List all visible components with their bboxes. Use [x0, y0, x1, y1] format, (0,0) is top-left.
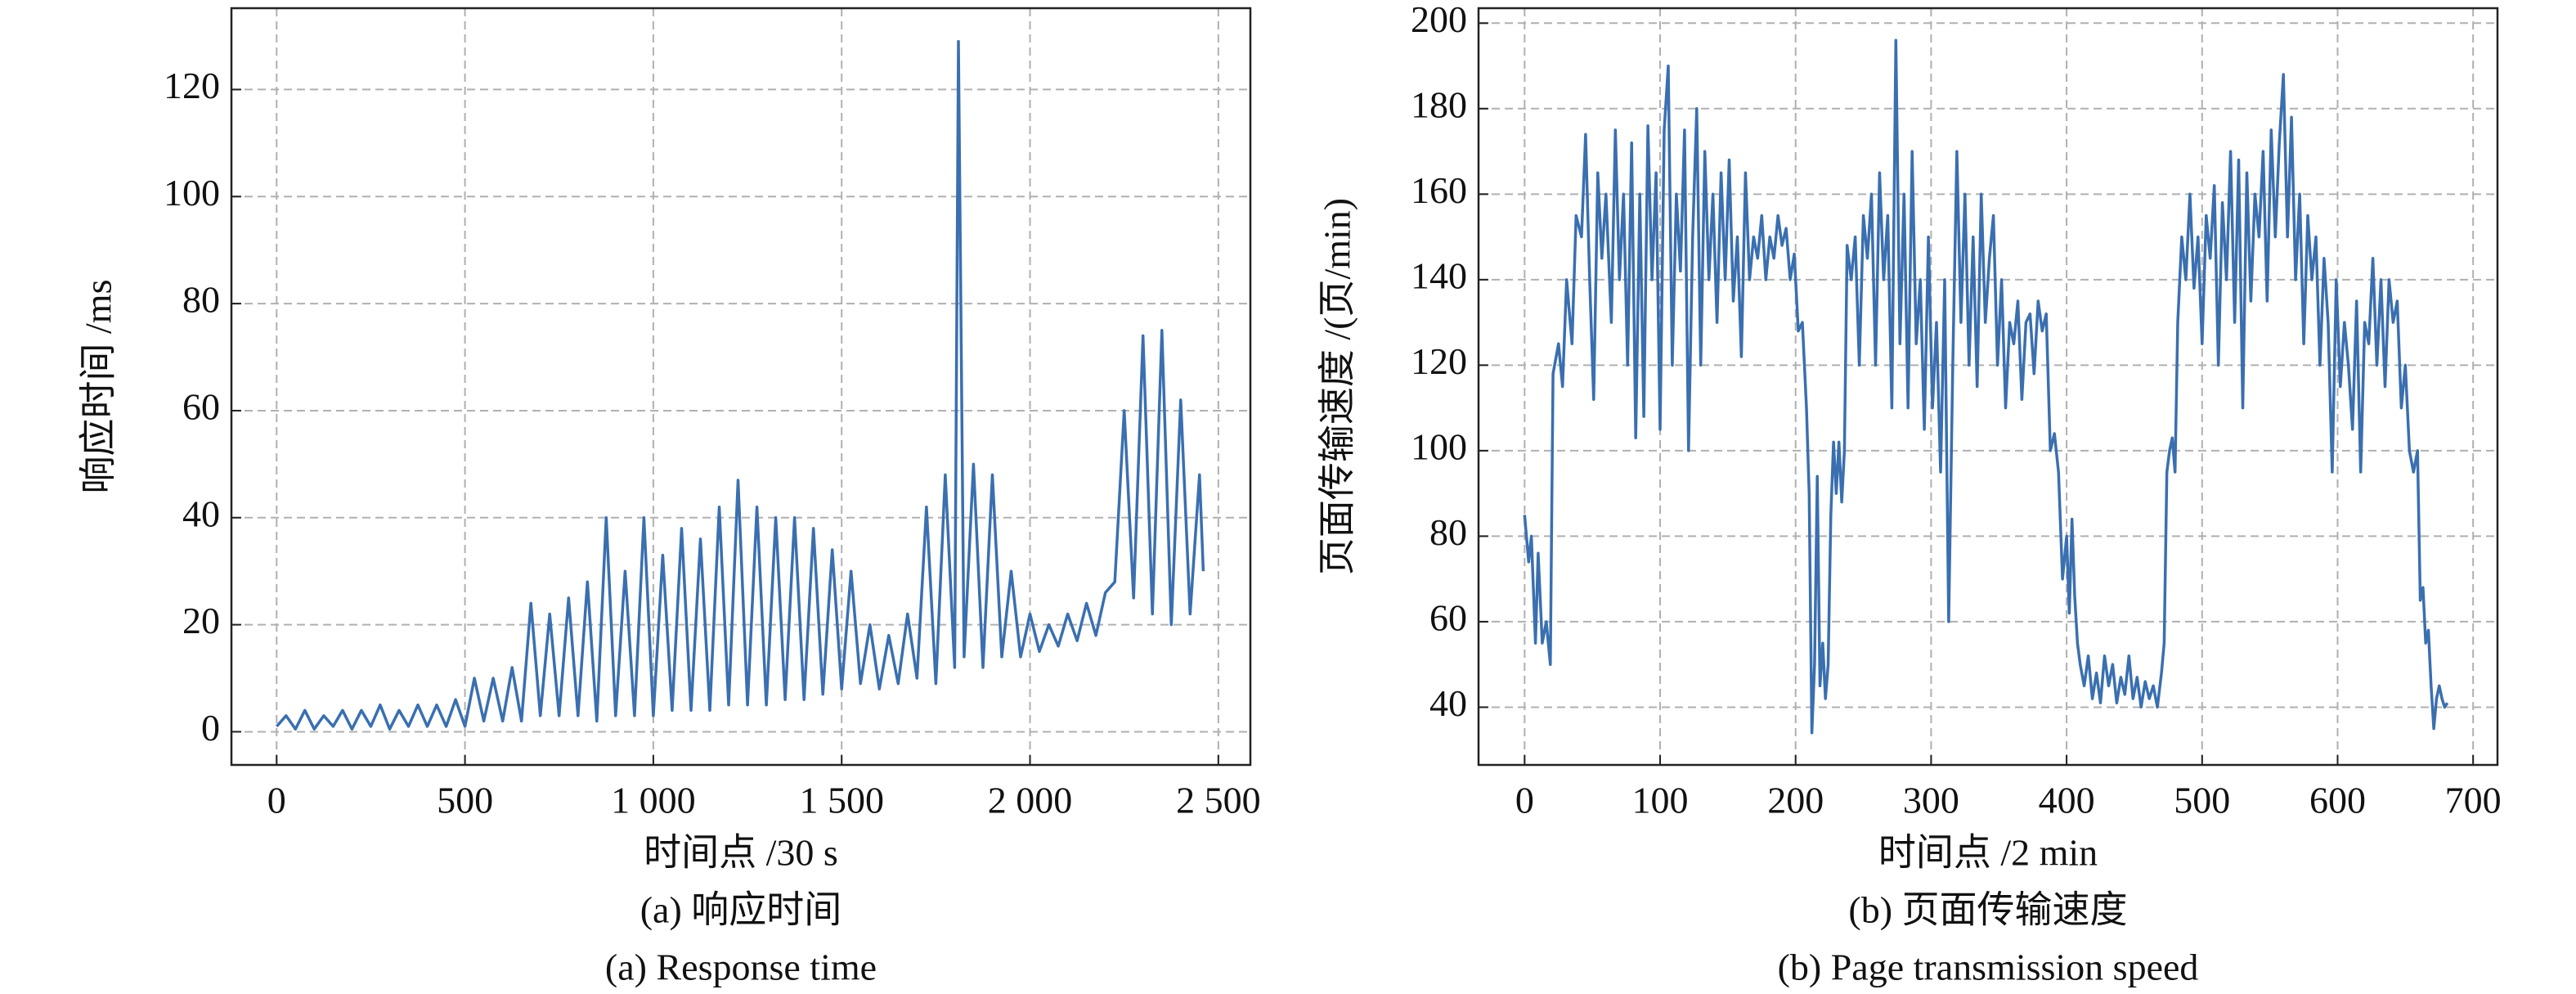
y-tick-label: 160 [1411, 169, 1467, 211]
x-tick-label: 2 000 [988, 780, 1073, 821]
x-tick-label: 300 [1903, 780, 1959, 821]
y-tick-label: 80 [1429, 511, 1467, 553]
x-tick-label: 2 500 [1176, 780, 1261, 821]
caption-english: (b) Page transmission speed [1778, 947, 2199, 988]
caption: (b) 页面传输速度 [1848, 889, 2127, 931]
y-tick-label: 0 [201, 707, 220, 749]
y-tick-label: 60 [182, 386, 220, 428]
x-tick-label: 700 [2445, 780, 2502, 821]
y-axis-label: 页面传输速度 /(页/min) [1317, 198, 1358, 575]
x-tick-label: 100 [1632, 780, 1689, 821]
caption-english: (a) Response time [605, 947, 877, 988]
data-line [275, 39, 1205, 731]
y-tick-label: 80 [182, 279, 220, 321]
y-tick-label: 200 [1411, 0, 1467, 40]
plot-frame [230, 7, 1252, 767]
y-tick-label: 20 [182, 600, 220, 641]
x-tick-label: 1 500 [799, 780, 884, 821]
x-tick-label: 600 [2309, 780, 2366, 821]
x-tick-label: 500 [2174, 780, 2230, 821]
plot-frame [1477, 7, 2499, 767]
y-tick-label: 40 [1429, 682, 1467, 724]
y-tick-label: 100 [1411, 425, 1467, 467]
x-tick-label: 500 [437, 780, 493, 821]
y-tick-label: 120 [164, 65, 220, 106]
x-tick-label: 0 [1515, 780, 1534, 821]
y-axis-label: 响应时间 /ms [78, 280, 119, 494]
caption: (a) 响应时间 [640, 889, 842, 931]
x-tick-label: 200 [1767, 780, 1824, 821]
x-tick-label: 400 [2039, 780, 2095, 821]
y-tick-label: 100 [164, 172, 220, 214]
x-axis-label: 时间点 /30 s [644, 832, 838, 874]
y-tick-label: 180 [1411, 83, 1467, 125]
y-tick-label: 140 [1411, 254, 1467, 296]
data-line [1523, 38, 2449, 735]
y-tick-label: 40 [182, 493, 220, 534]
x-tick-label: 0 [267, 780, 286, 821]
x-tick-label: 1 000 [611, 780, 696, 821]
x-axis-label: 时间点 /2 min [1878, 832, 2098, 874]
y-tick-label: 120 [1411, 340, 1467, 382]
y-tick-label: 60 [1429, 596, 1467, 638]
